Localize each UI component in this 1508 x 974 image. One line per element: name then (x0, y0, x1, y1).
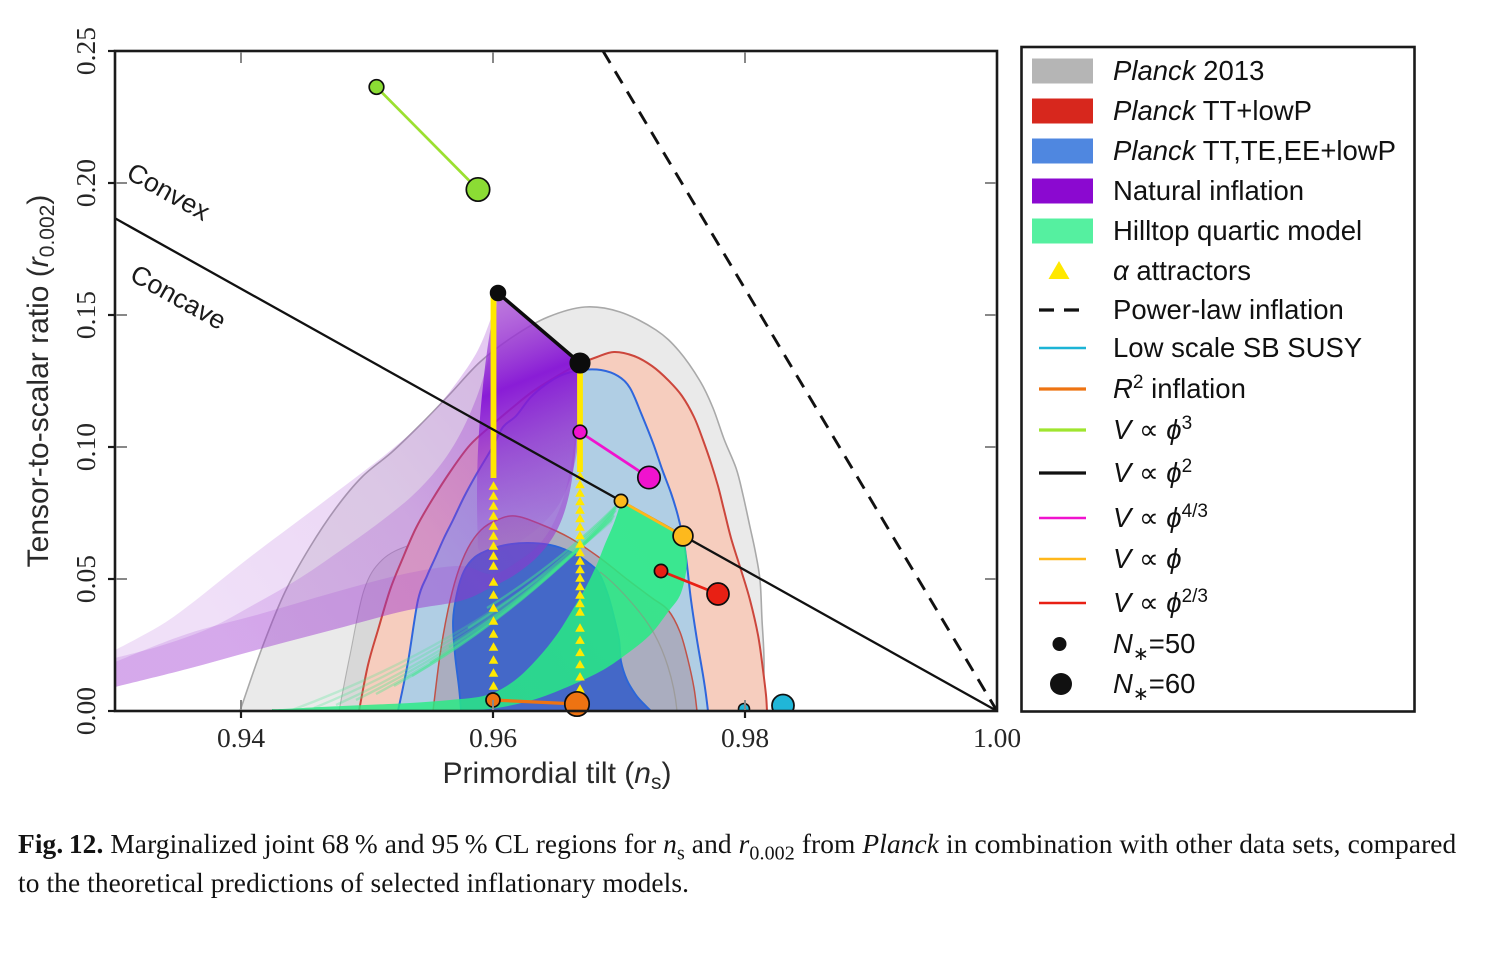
svg-text:0.15: 0.15 (70, 291, 101, 339)
svg-text:N∗=50: N∗=50 (1113, 628, 1195, 665)
svg-text:V ∝ ϕ3: V ∝ ϕ3 (1113, 413, 1192, 445)
svg-text:0.10: 0.10 (70, 423, 101, 471)
svg-text:Low scale SB SUSY: Low scale SB SUSY (1113, 332, 1362, 363)
svg-text:Planck TT+lowP: Planck TT+lowP (1113, 95, 1312, 126)
svg-text:V ∝ ϕ: V ∝ ϕ (1113, 543, 1182, 574)
svg-text:N∗=60: N∗=60 (1113, 668, 1195, 705)
svg-text:0.25: 0.25 (70, 27, 101, 75)
svg-text:Planck 2013: Planck 2013 (1113, 55, 1264, 86)
svg-text:V ∝ ϕ2: V ∝ ϕ2 (1113, 456, 1192, 488)
svg-text:0.98: 0.98 (721, 722, 769, 753)
svg-text:Hilltop quartic model: Hilltop quartic model (1113, 215, 1362, 246)
svg-text:V ∝ ϕ4/3: V ∝ ϕ4/3 (1113, 501, 1208, 533)
svg-text:1.00: 1.00 (973, 722, 1021, 753)
svg-text:Primordial tilt (ns): Primordial tilt (ns) (443, 757, 672, 794)
svg-text:Power-law inflation: Power-law inflation (1113, 294, 1344, 325)
svg-text:α attractors: α attractors (1113, 255, 1251, 286)
svg-text:0.05: 0.05 (70, 555, 101, 603)
svg-text:0.20: 0.20 (70, 159, 101, 207)
svg-text:Planck TT,TE,EE+lowP: Planck TT,TE,EE+lowP (1113, 135, 1396, 166)
svg-text:0.96: 0.96 (469, 722, 517, 753)
svg-text:Natural inflation: Natural inflation (1113, 175, 1304, 206)
svg-text:0.94: 0.94 (217, 722, 265, 753)
svg-text:0.00: 0.00 (70, 687, 101, 735)
svg-text:R2 inflation: R2 inflation (1113, 372, 1246, 404)
